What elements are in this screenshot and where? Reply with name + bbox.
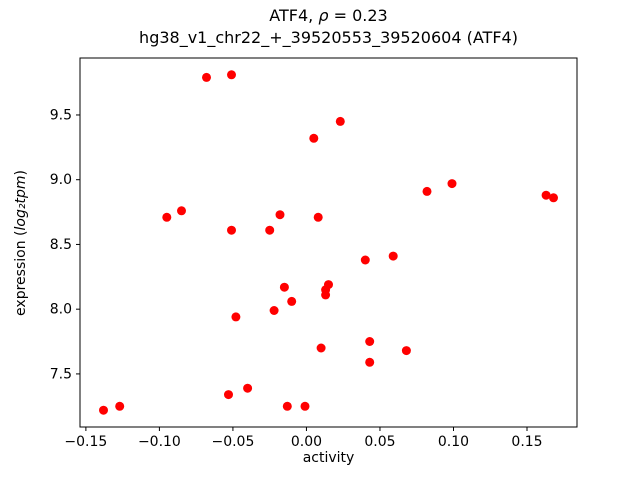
- y-tick-label: 8.5: [50, 237, 72, 253]
- data-point: [365, 357, 375, 367]
- data-point: [227, 225, 236, 235]
- data-point: [279, 282, 289, 292]
- data-point: [313, 212, 323, 222]
- data-point: [549, 193, 558, 203]
- y-tick-label: 9.5: [50, 107, 72, 123]
- data-point: [422, 186, 432, 196]
- chart-title: ATF4, ρ = 0.23: [80, 5, 577, 27]
- data-point: [231, 312, 241, 322]
- x-tick-label: −0.05: [211, 434, 254, 450]
- data-point: [275, 210, 285, 220]
- data-point: [99, 405, 108, 415]
- x-tick-label: 0.05: [364, 434, 395, 450]
- x-tick-label: 0.15: [511, 434, 542, 450]
- data-point: [224, 390, 233, 400]
- data-point: [316, 343, 326, 353]
- data-point: [388, 251, 398, 261]
- data-point: [202, 72, 211, 82]
- data-point: [300, 401, 310, 411]
- y-tick-label: 7.5: [50, 366, 72, 382]
- data-point: [282, 401, 292, 411]
- data-point: [541, 190, 551, 200]
- chart-title-suffix: = 0.23: [328, 6, 388, 25]
- data-point: [401, 346, 411, 356]
- data-point: [321, 290, 331, 300]
- x-tick-label: 0.00: [291, 434, 322, 450]
- data-point: [447, 179, 457, 189]
- data-point: [162, 212, 172, 222]
- data-point: [365, 337, 375, 346]
- data-point: [360, 255, 370, 265]
- data-point: [324, 280, 333, 290]
- x-tick-label: 0.10: [438, 434, 469, 450]
- data-point: [309, 133, 319, 143]
- data-point: [243, 383, 253, 393]
- data-point: [265, 225, 275, 235]
- axes-frame: [79, 57, 578, 428]
- chart-title-block: ATF4, ρ = 0.23 hg38_v1_chr22_+_39520553_…: [80, 5, 577, 49]
- x-tick-label: −0.15: [64, 434, 107, 450]
- y-tick-label: 9.0: [50, 172, 72, 188]
- data-point: [335, 116, 345, 126]
- chart-title-prefix: ATF4,: [269, 6, 319, 25]
- x-tick-label: −0.10: [138, 434, 181, 450]
- data-point: [287, 296, 297, 306]
- y-tick-label: 8.0: [50, 302, 72, 318]
- data-point: [177, 206, 186, 216]
- data-point: [227, 70, 236, 80]
- chart-subtitle: hg38_v1_chr22_+_39520553_39520604 (ATF4): [139, 28, 518, 47]
- chart-title-rho: ρ: [318, 6, 329, 25]
- x-axis-label: activity: [302, 450, 355, 466]
- data-point: [115, 401, 125, 411]
- data-point: [269, 306, 279, 315]
